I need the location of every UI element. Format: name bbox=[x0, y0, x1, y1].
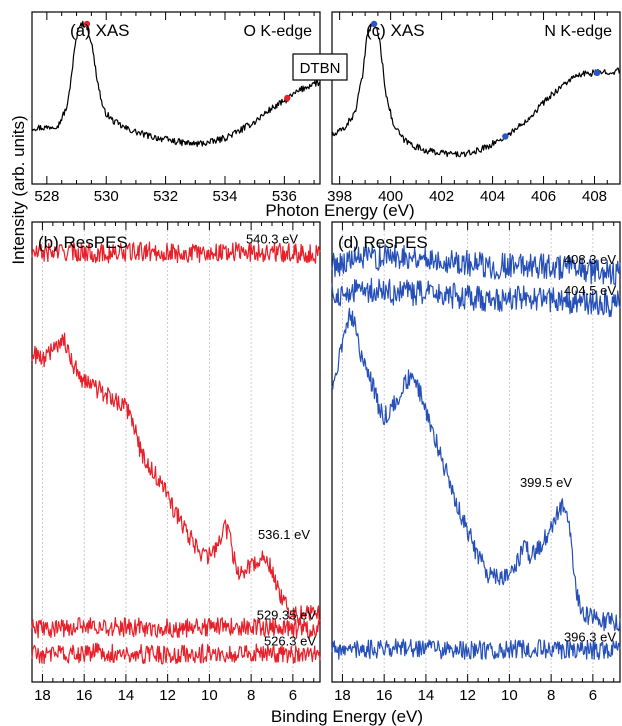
top-x-axis-label: Photon Energy (eV) bbox=[265, 201, 414, 220]
chart-panel-4: 18 16 14 12 10 8 6 408.3 eV 404.5 eV 399.5 eV 396.… bbox=[331, 221, 621, 704]
plot-frame bbox=[331, 11, 621, 185]
tick-label: 406 bbox=[531, 188, 556, 205]
series-line bbox=[31, 241, 321, 264]
tick-label: 14 bbox=[418, 687, 435, 704]
series-line bbox=[331, 638, 621, 661]
series-label: 536.1 eV bbox=[258, 527, 310, 542]
series-label: 396.3 eV bbox=[564, 629, 616, 644]
series-label: 404.5 eV bbox=[564, 283, 616, 298]
series-line bbox=[331, 277, 621, 318]
tick-label: 18 bbox=[34, 687, 51, 704]
tick-label: 8 bbox=[547, 687, 555, 704]
excitation-marker bbox=[502, 133, 509, 140]
tick-label: 12 bbox=[459, 687, 476, 704]
series-line bbox=[31, 332, 321, 624]
excitation-marker bbox=[370, 20, 378, 28]
series-line bbox=[31, 642, 321, 665]
tick-label: 16 bbox=[376, 687, 393, 704]
tick-label: 16 bbox=[76, 687, 93, 704]
series-line bbox=[331, 21, 621, 158]
tick-label: 8 bbox=[247, 687, 255, 704]
series-line bbox=[331, 243, 621, 287]
tick-label: 10 bbox=[501, 687, 518, 704]
tick-label: 530 bbox=[94, 188, 119, 205]
chart-panel-2: 398 400 402 404 406 408 (c) XAS N K-edge bbox=[327, 11, 621, 205]
tick-label: 404 bbox=[480, 188, 505, 205]
plot-frame bbox=[31, 221, 321, 683]
panel-title: (a) XAS bbox=[70, 21, 130, 40]
tick-label: 6 bbox=[589, 687, 597, 704]
tick-label: 408 bbox=[582, 188, 607, 205]
tick-label: 6 bbox=[289, 687, 297, 704]
sample-label: DTBN bbox=[300, 60, 341, 77]
tick-label: 398 bbox=[327, 188, 352, 205]
series-label: 399.5 eV bbox=[520, 475, 572, 490]
series-line bbox=[31, 617, 321, 639]
edge-label: N K-edge bbox=[544, 23, 612, 40]
y-axis-label: Intensity (arb. units) bbox=[9, 115, 28, 264]
panel-title: (d) ResPES bbox=[338, 233, 428, 252]
chart-panel-3: 18 16 14 12 10 8 6 540.3 eV 536.1 eV 529.35 eV 526… bbox=[31, 221, 321, 704]
tick-label: 18 bbox=[334, 687, 351, 704]
plot-frame bbox=[31, 11, 321, 185]
tick-label: 532 bbox=[153, 188, 178, 205]
edge-label: O K-edge bbox=[244, 23, 313, 40]
tick-label: 14 bbox=[118, 687, 135, 704]
panel-title: (c) XAS bbox=[366, 21, 425, 40]
excitation-marker bbox=[284, 94, 291, 102]
chart-panel-1: 528 530 532 534 536 (a) XAS O K-edge bbox=[31, 11, 321, 205]
series-label: 540.3 eV bbox=[246, 232, 298, 247]
bottom-x-axis-label: Binding Energy (eV) bbox=[271, 707, 423, 726]
series-line bbox=[331, 307, 621, 632]
excitation-marker bbox=[83, 20, 91, 28]
plot-frame bbox=[331, 221, 621, 683]
excitation-marker bbox=[593, 69, 601, 77]
tick-label: 400 bbox=[378, 188, 403, 205]
tick-label: 536 bbox=[272, 188, 297, 205]
tick-label: 402 bbox=[429, 188, 454, 205]
tick-label: 528 bbox=[34, 188, 59, 205]
series-label: 408.3 eV bbox=[564, 252, 616, 267]
tick-label: 10 bbox=[201, 687, 218, 704]
series-label: 526.3 eV bbox=[264, 634, 316, 649]
series-line bbox=[31, 20, 321, 147]
sample-label-box: DTBN bbox=[292, 53, 348, 81]
tick-label: 534 bbox=[212, 188, 237, 205]
tick-label: 12 bbox=[159, 687, 176, 704]
panel-title: (b) ResPES bbox=[38, 233, 128, 252]
chart-panels: 528 530 532 534 536 (a) XAS O K-edge 398 400 402 4… bbox=[31, 11, 621, 704]
series-label: 529.35 eV bbox=[257, 608, 317, 623]
